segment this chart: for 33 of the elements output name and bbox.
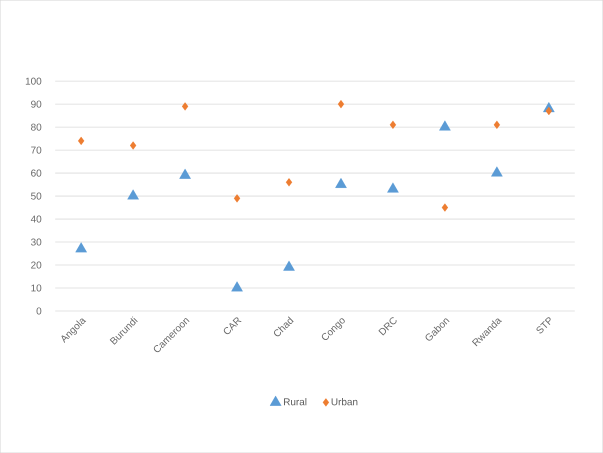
y-tick-label: 60 [31,170,42,177]
point [127,189,139,200]
y-tick-label: 30 [30,238,42,246]
legend-label: Rural [284,398,306,406]
point [390,120,396,129]
point [335,178,347,188]
point [491,166,503,176]
y-tick-label: 100 [26,78,42,85]
point [546,106,552,116]
point [338,100,344,108]
y-tick-label: 50 [31,192,42,200]
x-tick-label: STP [536,317,551,334]
point [75,242,87,252]
y-tick-label: 40 [30,215,42,223]
point [494,120,500,129]
y-tick-label: 10 [31,284,42,292]
y-tick-label: 0 [36,307,42,314]
point [78,136,84,146]
point [387,182,399,193]
y-tick-label: 90 [31,100,42,108]
point [439,120,451,131]
point [286,178,292,186]
y-tick-label: 80 [31,124,42,131]
point [179,168,191,179]
point [234,194,240,202]
y-tick-label: 20 [31,261,42,268]
point [130,141,136,150]
point [283,260,295,271]
point [442,203,448,212]
point [231,281,243,292]
point [182,102,188,111]
legend-label: Urban [332,398,358,406]
y-tick-label: 70 [31,146,42,154]
